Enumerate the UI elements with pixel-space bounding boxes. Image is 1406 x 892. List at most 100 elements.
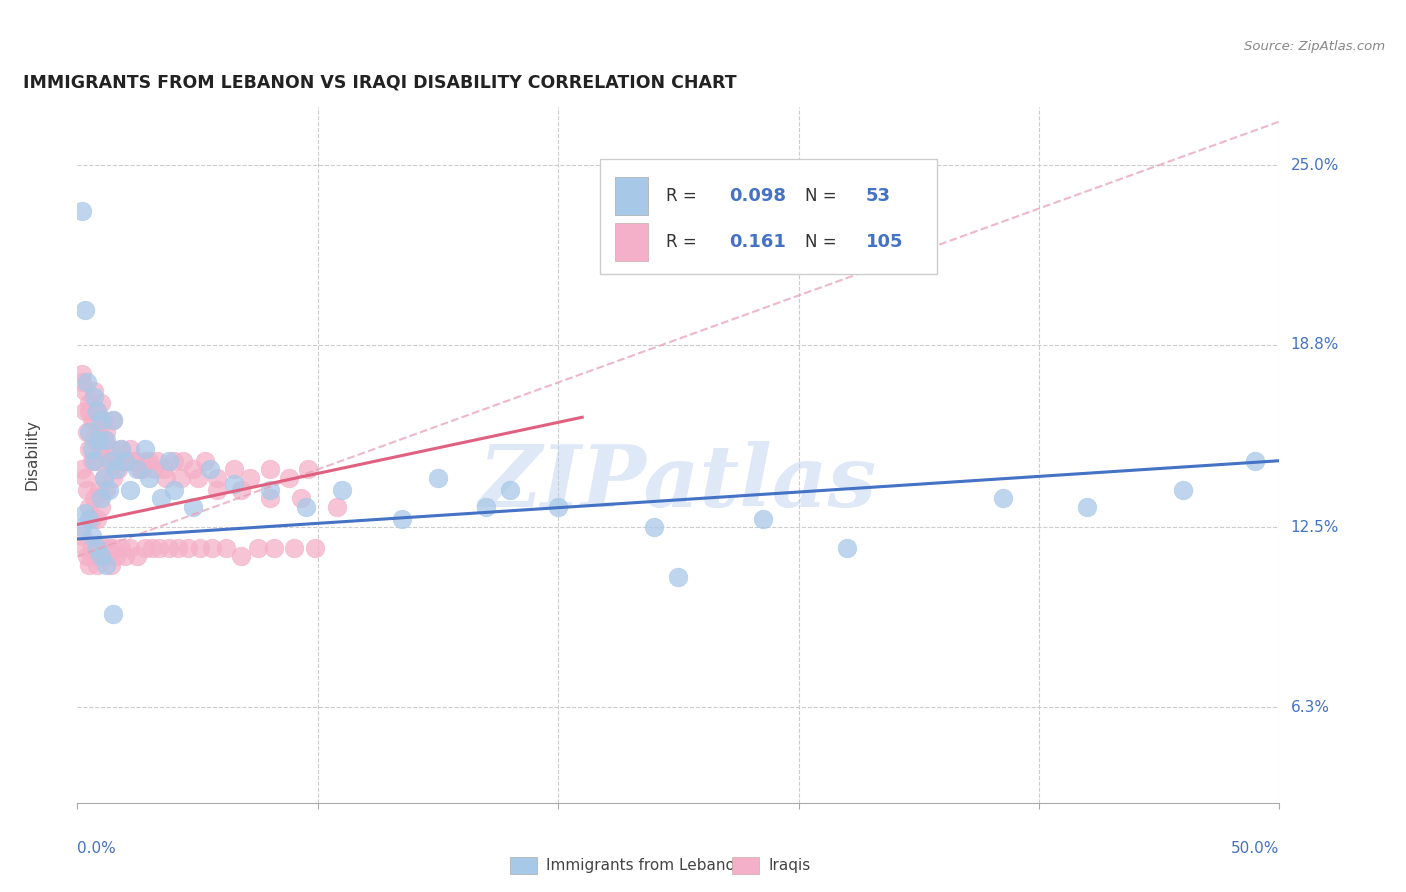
Point [177,541,200,555]
Point [87,483,110,497]
Point [93,471,115,485]
Point [141,541,163,555]
Text: Iraqis: Iraqis [769,858,811,873]
Point [121,454,143,468]
Point [246,541,269,555]
Point [79,396,101,410]
Point [96,434,118,448]
Point [73,471,96,485]
Point [138,454,160,468]
Point [114,454,136,468]
Point [283,541,305,555]
Point [290,491,312,506]
Point [83,491,105,506]
Point [194,454,217,468]
Point [90,549,112,564]
Point [239,471,262,485]
Point [93,413,115,427]
Point [70,367,93,381]
Point [97,454,120,468]
Point [110,541,132,555]
Point [110,442,132,457]
Point [83,434,105,448]
Point [103,471,125,485]
Point [79,425,101,439]
Point [222,476,245,491]
Point [90,442,112,457]
Point [83,413,105,427]
Point [150,491,173,506]
Point [120,541,142,555]
Point [70,462,93,476]
Point [87,434,110,448]
Point [181,500,204,514]
Point [80,442,103,457]
Point [93,434,115,448]
Point [201,541,224,555]
Point [205,483,228,497]
Point [97,483,120,497]
Point [124,454,146,468]
Point [80,512,103,526]
Point [170,471,193,485]
Point [127,462,149,476]
Point [157,454,180,468]
Point [90,549,112,564]
Bar [733,857,759,874]
Point [198,462,221,476]
Point [127,549,149,564]
Text: 53: 53 [866,186,891,205]
Point [93,471,115,485]
Text: 18.8%: 18.8% [1291,337,1339,352]
Point [259,462,281,476]
Text: R =: R = [666,186,703,205]
Point [97,442,120,457]
Point [73,384,96,399]
Point [76,376,98,390]
Point [134,442,156,457]
Point [96,549,118,564]
Point [145,454,167,468]
Point [87,425,110,439]
Point [162,483,184,497]
Point [138,471,160,485]
Point [143,462,166,476]
Point [80,541,103,555]
Text: Disability: Disability [24,419,39,491]
Text: N =: N = [804,234,842,252]
Point [90,413,112,427]
Point [475,500,498,514]
Point [107,462,129,476]
Point [86,454,108,468]
Point [83,549,105,564]
Point [86,541,108,555]
Point [1076,500,1098,514]
Point [222,462,245,476]
Point [70,204,93,219]
Text: 6.3%: 6.3% [1291,699,1330,714]
Point [120,442,142,457]
Text: IMMIGRANTS FROM LEBANON VS IRAQI DISABILITY CORRELATION CHART: IMMIGRANTS FROM LEBANON VS IRAQI DISABIL… [24,74,737,92]
Text: 105: 105 [866,234,904,252]
Text: 12.5%: 12.5% [1291,520,1339,535]
FancyBboxPatch shape [600,159,936,274]
Point [991,491,1014,506]
Point [259,491,281,506]
Point [76,549,98,564]
Point [79,512,101,526]
Point [73,404,96,418]
Point [79,442,101,457]
Point [547,500,569,514]
Text: ZIPatlas: ZIPatlas [479,441,877,524]
Text: 25.0%: 25.0% [1291,158,1339,172]
Point [73,506,96,520]
Point [215,541,238,555]
Point [104,454,127,468]
Point [263,541,285,555]
Point [499,483,522,497]
Point [87,425,110,439]
Point [86,404,108,418]
Bar [510,857,537,874]
Point [114,454,136,468]
Point [297,462,319,476]
